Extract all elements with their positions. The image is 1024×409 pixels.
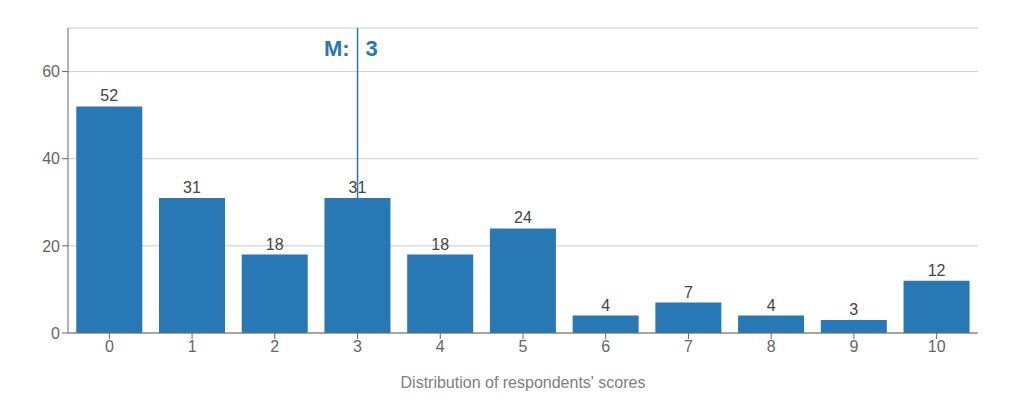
svg-text:7: 7 <box>684 338 693 355</box>
svg-text:3: 3 <box>366 36 378 61</box>
svg-text:31: 31 <box>349 179 367 196</box>
svg-text:60: 60 <box>42 63 60 80</box>
svg-text:5: 5 <box>519 338 528 355</box>
svg-text:2: 2 <box>270 338 279 355</box>
svg-text:52: 52 <box>100 87 118 104</box>
svg-text:12: 12 <box>928 262 946 279</box>
svg-text:31: 31 <box>183 179 201 196</box>
svg-text:4: 4 <box>601 297 610 314</box>
svg-text:8: 8 <box>767 338 776 355</box>
svg-text:M:: M: <box>324 36 350 61</box>
svg-text:18: 18 <box>266 236 284 253</box>
svg-text:4: 4 <box>767 297 776 314</box>
svg-text:9: 9 <box>849 338 858 355</box>
svg-text:10: 10 <box>928 338 946 355</box>
svg-text:40: 40 <box>42 150 60 167</box>
svg-text:4: 4 <box>436 338 445 355</box>
svg-text:6: 6 <box>601 338 610 355</box>
svg-text:20: 20 <box>42 238 60 255</box>
svg-text:24: 24 <box>514 209 532 226</box>
svg-text:3: 3 <box>849 301 858 318</box>
svg-text:1: 1 <box>188 338 197 355</box>
svg-text:0: 0 <box>105 338 114 355</box>
svg-text:7: 7 <box>684 284 693 301</box>
svg-text:18: 18 <box>431 236 449 253</box>
svg-text:0: 0 <box>51 325 60 342</box>
svg-text:3: 3 <box>353 338 362 355</box>
svg-text:Distribution of respondents' s: Distribution of respondents' scores <box>401 374 646 391</box>
